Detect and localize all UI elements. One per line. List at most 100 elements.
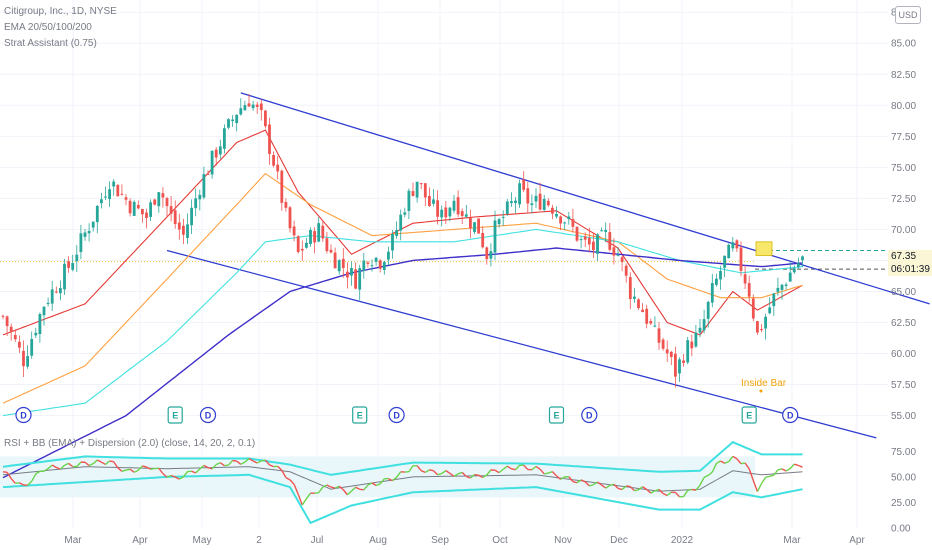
candle-body: [649, 320, 653, 324]
rsi-segment: [371, 482, 377, 487]
rsi-segment: [502, 465, 508, 470]
candle-body: [776, 287, 780, 292]
rsi-segment: [195, 468, 201, 474]
rsi-segment: [629, 486, 635, 492]
candle-body: [526, 188, 530, 204]
rsi-segment: [285, 476, 291, 481]
rsi-segment: [617, 487, 623, 491]
price-tick-label: 60.00: [891, 349, 916, 360]
rsi-segment: [256, 460, 262, 464]
candle-body: [727, 244, 731, 259]
rsi-segment: [166, 474, 172, 478]
dividend-marker: [581, 406, 598, 424]
rsi-segment: [375, 483, 381, 487]
rsi-segment: [236, 460, 242, 465]
candle-body: [792, 268, 796, 273]
rsi-segment: [92, 459, 98, 465]
time-axis[interactable]: Mar Apr May 2 Jul Aug Sep Oct Nov Dec 2022 Mar Apr: [64, 535, 865, 546]
rsi-segment: [781, 468, 787, 472]
rsi-segment: [466, 475, 471, 479]
candle-body: [772, 293, 776, 307]
earnings-marker-label: E: [553, 411, 559, 421]
candle-body: [534, 195, 538, 202]
rsi-segment: [703, 474, 709, 479]
candle-body: [100, 199, 103, 204]
earnings-marker: [741, 406, 757, 424]
rsi-segment: [203, 464, 209, 469]
price-tick-label: 80.00: [891, 101, 916, 112]
rsi-segment: [732, 455, 738, 460]
currency-badge[interactable]: USD: [895, 6, 921, 24]
candle-body: [22, 350, 25, 367]
rsi-segment: [626, 485, 631, 488]
candle-body: [780, 284, 784, 290]
candle-body: [128, 200, 132, 214]
inside-bar-box: [755, 241, 773, 256]
rsi-segment: [137, 465, 143, 471]
rsi-segment: [261, 459, 266, 462]
candle-body: [674, 353, 677, 377]
candle-body: [473, 222, 476, 233]
rsi-segment: [478, 474, 484, 479]
rsi-segment: [227, 460, 234, 466]
candle-body: [337, 260, 341, 272]
rsi-segment: [568, 476, 574, 483]
candle-body: [104, 196, 107, 198]
candle-body: [801, 256, 804, 261]
rsi-segment: [121, 469, 127, 472]
candle-body: [452, 200, 456, 211]
candle-body: [538, 193, 542, 210]
candle-body: [227, 119, 230, 128]
rsi-segment: [43, 467, 49, 472]
candle-body: [120, 193, 124, 195]
rsi-segment: [96, 459, 102, 463]
rsi-segment: [773, 469, 779, 476]
rsi-segment: [150, 467, 155, 470]
rsi-segment: [658, 488, 664, 495]
trend-channel[interactable]: [166, 92, 930, 439]
candle-body: [317, 223, 321, 242]
candle-body: [669, 351, 673, 357]
legend-strat[interactable]: Strat Assistant (0.75): [4, 38, 97, 49]
candle-body: [1, 315, 5, 317]
rsi-segment: [326, 484, 332, 488]
candle-body: [247, 103, 251, 107]
candle-body: [637, 299, 640, 308]
rsi-segment: [650, 490, 656, 494]
candle-body: [296, 236, 300, 253]
candle-body: [419, 183, 423, 185]
rsi-segment: [207, 466, 213, 470]
legend-rsi[interactable]: RSI + BB (EMA) + Dispersion (2.0) (close…: [4, 438, 256, 449]
candle-body: [751, 298, 755, 319]
price-tick-label: 55.00: [891, 411, 916, 422]
rsi-segment: [379, 478, 385, 485]
candle-body: [38, 314, 42, 335]
candle-body: [382, 261, 386, 271]
candle-body: [518, 183, 521, 205]
rsi-segment: [445, 470, 451, 474]
legend-symbol[interactable]: Citigroup, Inc., 1D, NYSE: [4, 6, 117, 17]
rsi-segment: [2, 471, 8, 474]
candle-body: [276, 164, 280, 172]
legend-ema[interactable]: EMA 20/50/100/200: [4, 22, 92, 33]
rsi-segment: [523, 464, 529, 471]
rsi-segment: [548, 470, 553, 474]
rsi-segment: [182, 471, 189, 478]
candle-body: [214, 149, 218, 158]
rsi-segment: [474, 473, 479, 476]
rsi-segment: [457, 471, 463, 475]
candle-body: [255, 104, 259, 107]
candle-body: [460, 211, 464, 216]
rsi-segment: [248, 458, 254, 462]
rsi-segment: [777, 468, 783, 471]
rsi-segment: [711, 463, 718, 473]
rsi-segment: [674, 491, 681, 498]
rsi-segment: [293, 484, 299, 495]
candle-body: [161, 193, 165, 198]
candle-body: [559, 216, 562, 224]
rsi-segment: [240, 461, 246, 465]
candle-body: [592, 241, 595, 251]
rsi-segment: [174, 476, 180, 480]
